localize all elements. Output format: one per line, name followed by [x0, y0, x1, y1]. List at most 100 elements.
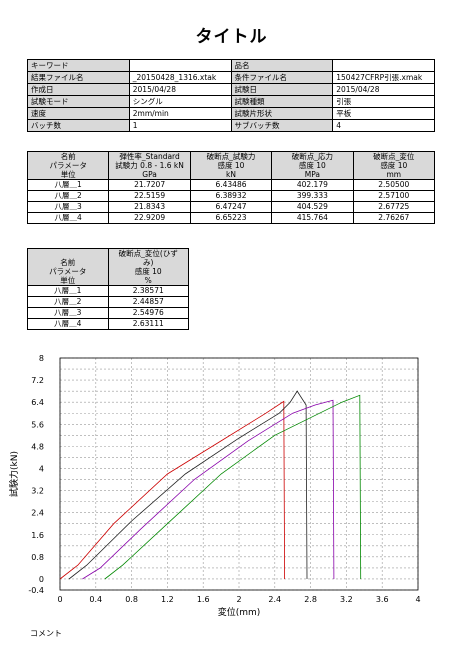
header-row: 単位%	[27, 276, 189, 286]
table-row: 八層＿2 22.5159 6.38932 399.333 2.57100	[26, 190, 436, 202]
info-value	[128, 59, 232, 72]
results-table-2: 破断点_変位(ひず 名前 み) パラメータ 感度 10 単位% 八層＿1 2.38571 八層＿…	[27, 248, 189, 330]
x-tick-label: 0.8	[125, 595, 138, 604]
y-tick-label: 1.6	[31, 531, 44, 540]
table-cell: 2.38571	[107, 285, 189, 297]
column-header: 感度 10	[107, 267, 189, 276]
info-row: 速度 2mm/min 試験片形状 平板	[27, 107, 435, 120]
header-row: 名前 弾性率_Standard 破断点_試験力 破断点_応力 破断点_変位	[26, 151, 436, 161]
x-tick-label: 0	[57, 595, 62, 604]
table-cell: 2.57100	[352, 190, 436, 202]
column-header: kN	[189, 170, 273, 180]
x-tick-label: 3.6	[376, 595, 389, 604]
info-key: 条件ファイル名	[230, 71, 334, 84]
table-cell: 八層＿4	[26, 212, 110, 224]
table-cell: 2.76267	[352, 212, 436, 224]
table-cell: 404.529	[271, 201, 354, 213]
info-value: 2015/04/28	[128, 83, 232, 96]
table-row: 八層＿2 2.44857	[27, 296, 189, 308]
column-header: 弾性率_Standard	[108, 151, 191, 161]
table-row: 八層＿1 21.7207 6.43486 402.179 2.50500	[26, 179, 436, 191]
y-tick-label: 4.8	[31, 442, 44, 451]
column-header: 破断点_応力	[271, 151, 354, 161]
info-value: 2015/04/28	[332, 83, 435, 96]
table-cell: 21.8343	[108, 201, 191, 213]
info-value: 150427CFRP引張.xmak	[332, 71, 435, 84]
table-cell: 八層＿1	[27, 285, 109, 297]
table-cell: 415.764	[271, 212, 354, 224]
table-cell: 21.7207	[108, 179, 191, 191]
table-cell: 402.179	[271, 179, 354, 191]
x-axis-label: 変位(mm)	[218, 606, 261, 618]
info-value	[332, 59, 435, 72]
column-header: MPa	[271, 170, 354, 180]
column-header	[27, 248, 109, 258]
info-key: 作成日	[27, 83, 130, 96]
info-key: 試験モード	[27, 95, 130, 108]
table-cell: 6.38932	[189, 190, 273, 202]
table-cell: 八層＿2	[26, 190, 110, 202]
y-axis-label: 試験力(kN)	[8, 451, 20, 497]
table-cell: 2.54976	[107, 307, 189, 319]
info-value: シングル	[128, 95, 232, 108]
table-cell: 八層＿4	[27, 318, 109, 330]
table-cell: 八層＿3	[27, 307, 109, 319]
header-row: 単位 GPa kN MPa mm	[26, 170, 436, 180]
header-row: パラメータ 感度 10	[27, 267, 189, 276]
info-value: 平板	[332, 107, 435, 120]
table-cell: 2.63111	[107, 318, 189, 330]
table-row: 八層＿1 2.38571	[27, 285, 189, 297]
info-key: 速度	[27, 107, 130, 120]
info-row: バッチ数 1 サブバッチ数 4	[27, 119, 435, 132]
force-displacement-chart: 0 0.4 0.8 1.2 1.6 2 2.4 2.8 3.2 3.6 4 -0.4 0 0.8 1.6 2.…	[8, 354, 421, 618]
page-title: タイトル	[195, 27, 268, 47]
info-key: 試験種類	[230, 95, 334, 108]
column-header: GPa	[108, 170, 191, 180]
series-line-4	[104, 394, 362, 580]
y-tick-label: 7.2	[31, 376, 44, 385]
header-row: 破断点_変位(ひず	[27, 248, 189, 258]
info-key: バッチ数	[27, 119, 130, 132]
table-cell: 22.5159	[108, 190, 191, 202]
table-row: 八層＿4 22.9209 6.65223 415.764 2.76267	[26, 212, 436, 224]
results-table-1: 名前 弾性率_Standard 破断点_試験力 破断点_応力 破断点_変位 パラメータ 試験…	[26, 151, 436, 224]
column-header: 感度 10	[352, 161, 436, 170]
y-tick-label: -0.4	[28, 586, 44, 595]
column-header: 破断点_変位	[352, 151, 436, 161]
x-tick-label: 2.8	[304, 595, 317, 604]
column-header: %	[107, 276, 189, 286]
column-header: 破断点_変位(ひず	[107, 248, 189, 258]
column-header: 感度 10	[189, 161, 273, 170]
column-header: mm	[352, 170, 436, 180]
info-value: 4	[332, 119, 435, 132]
y-tick-label: 0.8	[31, 553, 44, 562]
table-cell: 2.50500	[352, 179, 436, 191]
table-row: 八層＿3 21.8343 6.47247 404.529 2.67725	[26, 201, 436, 213]
column-header: 試験力 0.8 - 1.6 kN	[108, 161, 191, 170]
info-value: 1	[128, 119, 232, 132]
info-key: 試験日	[230, 83, 334, 96]
table-cell: 6.47247	[189, 201, 273, 213]
info-key: 結果ファイル名	[27, 71, 130, 84]
table-cell: 八層＿3	[26, 201, 110, 213]
table-cell: 6.65223	[189, 212, 273, 224]
info-row: 作成日 2015/04/28 試験日 2015/04/28	[27, 83, 435, 96]
y-tick-label: 4	[39, 464, 44, 473]
series-line-3	[82, 399, 335, 580]
x-tick-label: 3.2	[340, 595, 353, 604]
series-line-1	[59, 400, 285, 580]
table-row: 八層＿4 2.63111	[27, 318, 189, 330]
column-header: パラメータ	[27, 267, 109, 276]
y-tick-label: 2.4	[31, 509, 44, 518]
table-cell: 22.9209	[108, 212, 191, 224]
y-tick-label: 8	[39, 354, 44, 363]
header-row: 名前 み)	[27, 258, 189, 267]
table-cell: 6.43486	[189, 179, 273, 191]
info-key: サブバッチ数	[230, 119, 334, 132]
x-tick-label: 2	[236, 595, 241, 604]
column-header: 破断点_試験力	[189, 151, 273, 161]
table-cell: 八層＿2	[27, 296, 109, 308]
comment-label: コメント	[30, 629, 62, 638]
table-cell: 2.44857	[107, 296, 189, 308]
header-row: パラメータ 試験力 0.8 - 1.6 kN 感度 10 感度 10 感度 10	[26, 161, 436, 170]
